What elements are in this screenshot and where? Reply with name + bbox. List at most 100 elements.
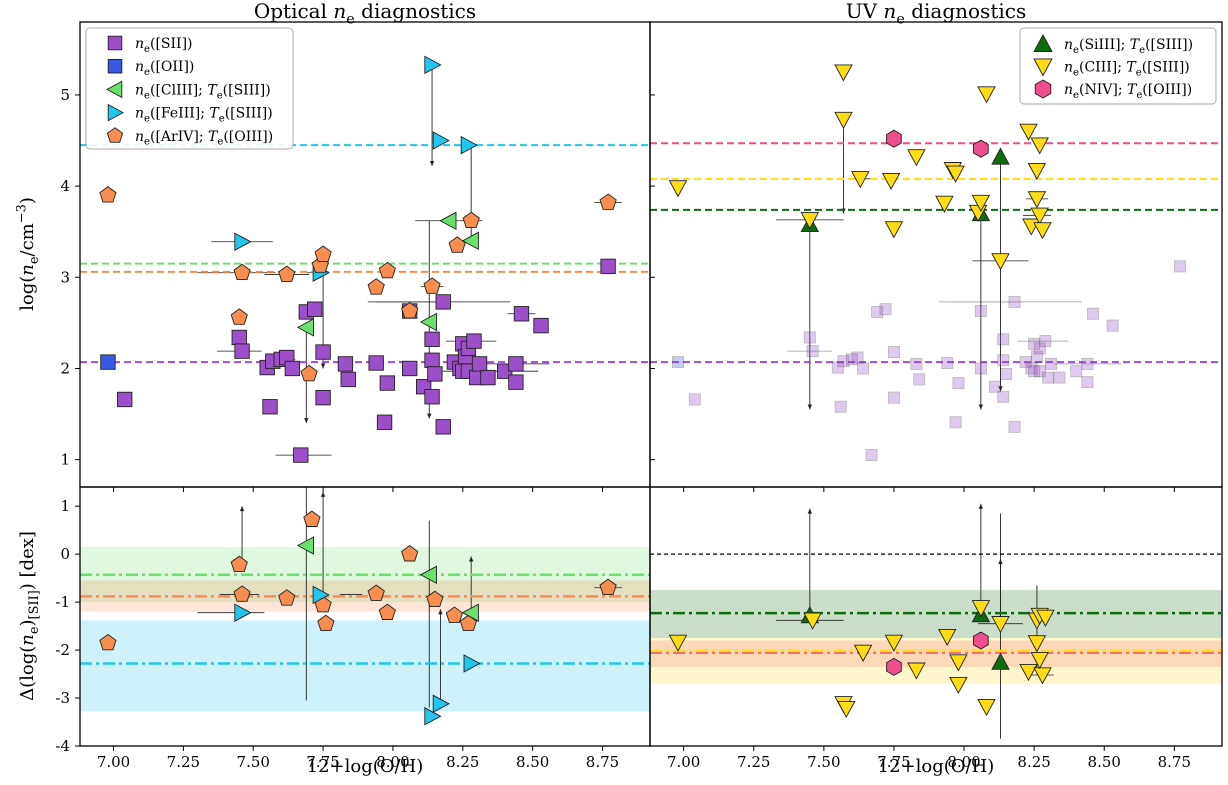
ciii-point: [884, 221, 904, 239]
faded-sii-marker: [1053, 371, 1066, 384]
ariv-point: [99, 633, 117, 651]
limit-arrow-head: [807, 508, 813, 514]
faded-sii-marker: [1033, 342, 1046, 355]
faded-sii-marker: [857, 362, 870, 375]
sii-point: [379, 375, 396, 391]
siiii-point: [991, 147, 1010, 165]
limit-arrow-head: [978, 503, 984, 509]
sii-point: [471, 356, 488, 372]
ciii-point: [971, 600, 991, 618]
y-tick-label: 2: [60, 359, 70, 377]
faded-sii-marker: [887, 391, 900, 404]
legend-box-uv: [1019, 27, 1217, 105]
y-axis-label-top: log(ne/cm−3): [14, 197, 42, 311]
sii-point: [533, 317, 549, 334]
cliii-point: [296, 536, 314, 555]
faded-sii-point: [1028, 365, 1041, 378]
ciii-point: [800, 212, 820, 230]
faded-sii-marker: [1000, 367, 1013, 380]
sii-point: [424, 389, 440, 405]
faded-sii-point: [845, 353, 858, 366]
faded-sii-marker: [688, 393, 701, 406]
faded-sii-marker: [837, 355, 850, 368]
faded-sii-marker: [941, 357, 954, 369]
sii-point: [315, 389, 331, 406]
cliii-point: [461, 603, 479, 622]
ariv-point: [459, 614, 478, 632]
sii-point: [480, 369, 496, 386]
x-tick-label: 8.00: [376, 753, 409, 771]
faded-sii-point: [672, 356, 685, 369]
faded-sii-point: [879, 303, 892, 316]
ariv-point: [367, 584, 385, 601]
faded-sii-point: [952, 377, 965, 390]
faded-sii-marker: [851, 351, 864, 364]
limit-arrow-head: [429, 161, 435, 167]
ariv-point: [462, 211, 480, 229]
legend-label-feiii: ne([FeIII]; Te([SIII]): [135, 106, 273, 125]
x-tick-label: 8.00: [947, 753, 980, 771]
ciii-point: [946, 165, 965, 183]
sii-legend-marker: [107, 35, 123, 51]
faded-sii-marker: [1173, 260, 1186, 273]
sii-point: [508, 356, 524, 372]
oii-legend-marker: [107, 58, 123, 74]
ariv-point: [278, 265, 296, 282]
y-tick-label: 1: [60, 451, 70, 469]
y-tick-label: -3: [55, 689, 70, 707]
ciii-point: [991, 253, 1010, 271]
ariv-point: [317, 614, 335, 632]
ciii-point: [977, 86, 996, 104]
legend-label-siiii: ne(SiIII]; Te([SIII]): [1064, 37, 1193, 56]
ciii-point: [837, 700, 856, 719]
niv-point: [886, 129, 902, 148]
ciii-point: [991, 616, 1010, 634]
legend-box-optical: [85, 27, 294, 150]
y-tick-label: -4: [55, 737, 70, 755]
sii-point: [293, 447, 309, 463]
sii-point: [508, 374, 524, 390]
sii-point: [231, 329, 247, 346]
faded-sii-point: [913, 373, 926, 386]
faded-sii-point: [1081, 376, 1094, 389]
ciii-point: [881, 172, 901, 191]
faded-sii-point: [1106, 319, 1119, 332]
ciii-point: [884, 634, 904, 652]
y-axis-label: Δ(log(ne)[SII]) [dex]: [17, 531, 42, 701]
x-tick-label: 8.75: [586, 753, 619, 771]
faded-sii-marker: [1025, 362, 1038, 375]
faded-sii-marker: [1008, 295, 1021, 308]
faded-sii-point: [1070, 365, 1083, 378]
faded-sii-marker: [1042, 371, 1055, 384]
siiii-legend-marker: [1033, 34, 1053, 53]
feiii-point: [460, 135, 478, 155]
ariv-point: [230, 308, 248, 325]
sii-point: [600, 258, 616, 275]
faded-sii-point: [1087, 307, 1099, 320]
x-tick-label: 8.50: [1088, 753, 1121, 771]
limit-arrow-head: [807, 404, 813, 410]
faded-sii-point: [974, 362, 987, 375]
sii-point: [337, 356, 354, 372]
ciii-point: [907, 662, 926, 680]
faded-sii-point: [949, 416, 962, 429]
faded-sii-marker: [879, 303, 892, 316]
limit-arrow-head: [304, 418, 309, 424]
legends: ne([SII]) ne([OII]) ne([ClIII]; Te([SIII])…: [85, 27, 1217, 150]
ciii-point: [1030, 207, 1049, 225]
limit-arrow-head: [320, 363, 326, 369]
faded-sii-marker: [1081, 376, 1094, 389]
ciii-point: [949, 654, 968, 672]
ariv-point: [423, 277, 441, 294]
ciii-point: [853, 644, 873, 662]
x-tick-label: 7.75: [306, 753, 339, 771]
y-tick-label: 4: [60, 177, 70, 195]
faded-sii-point: [806, 345, 819, 358]
oii-point: [100, 354, 116, 370]
y-tick-label: 0: [60, 545, 70, 563]
feiii-point: [424, 707, 442, 726]
faded-sii-point: [688, 393, 701, 406]
siiii-point: [991, 652, 1010, 670]
sii-point: [307, 301, 323, 317]
